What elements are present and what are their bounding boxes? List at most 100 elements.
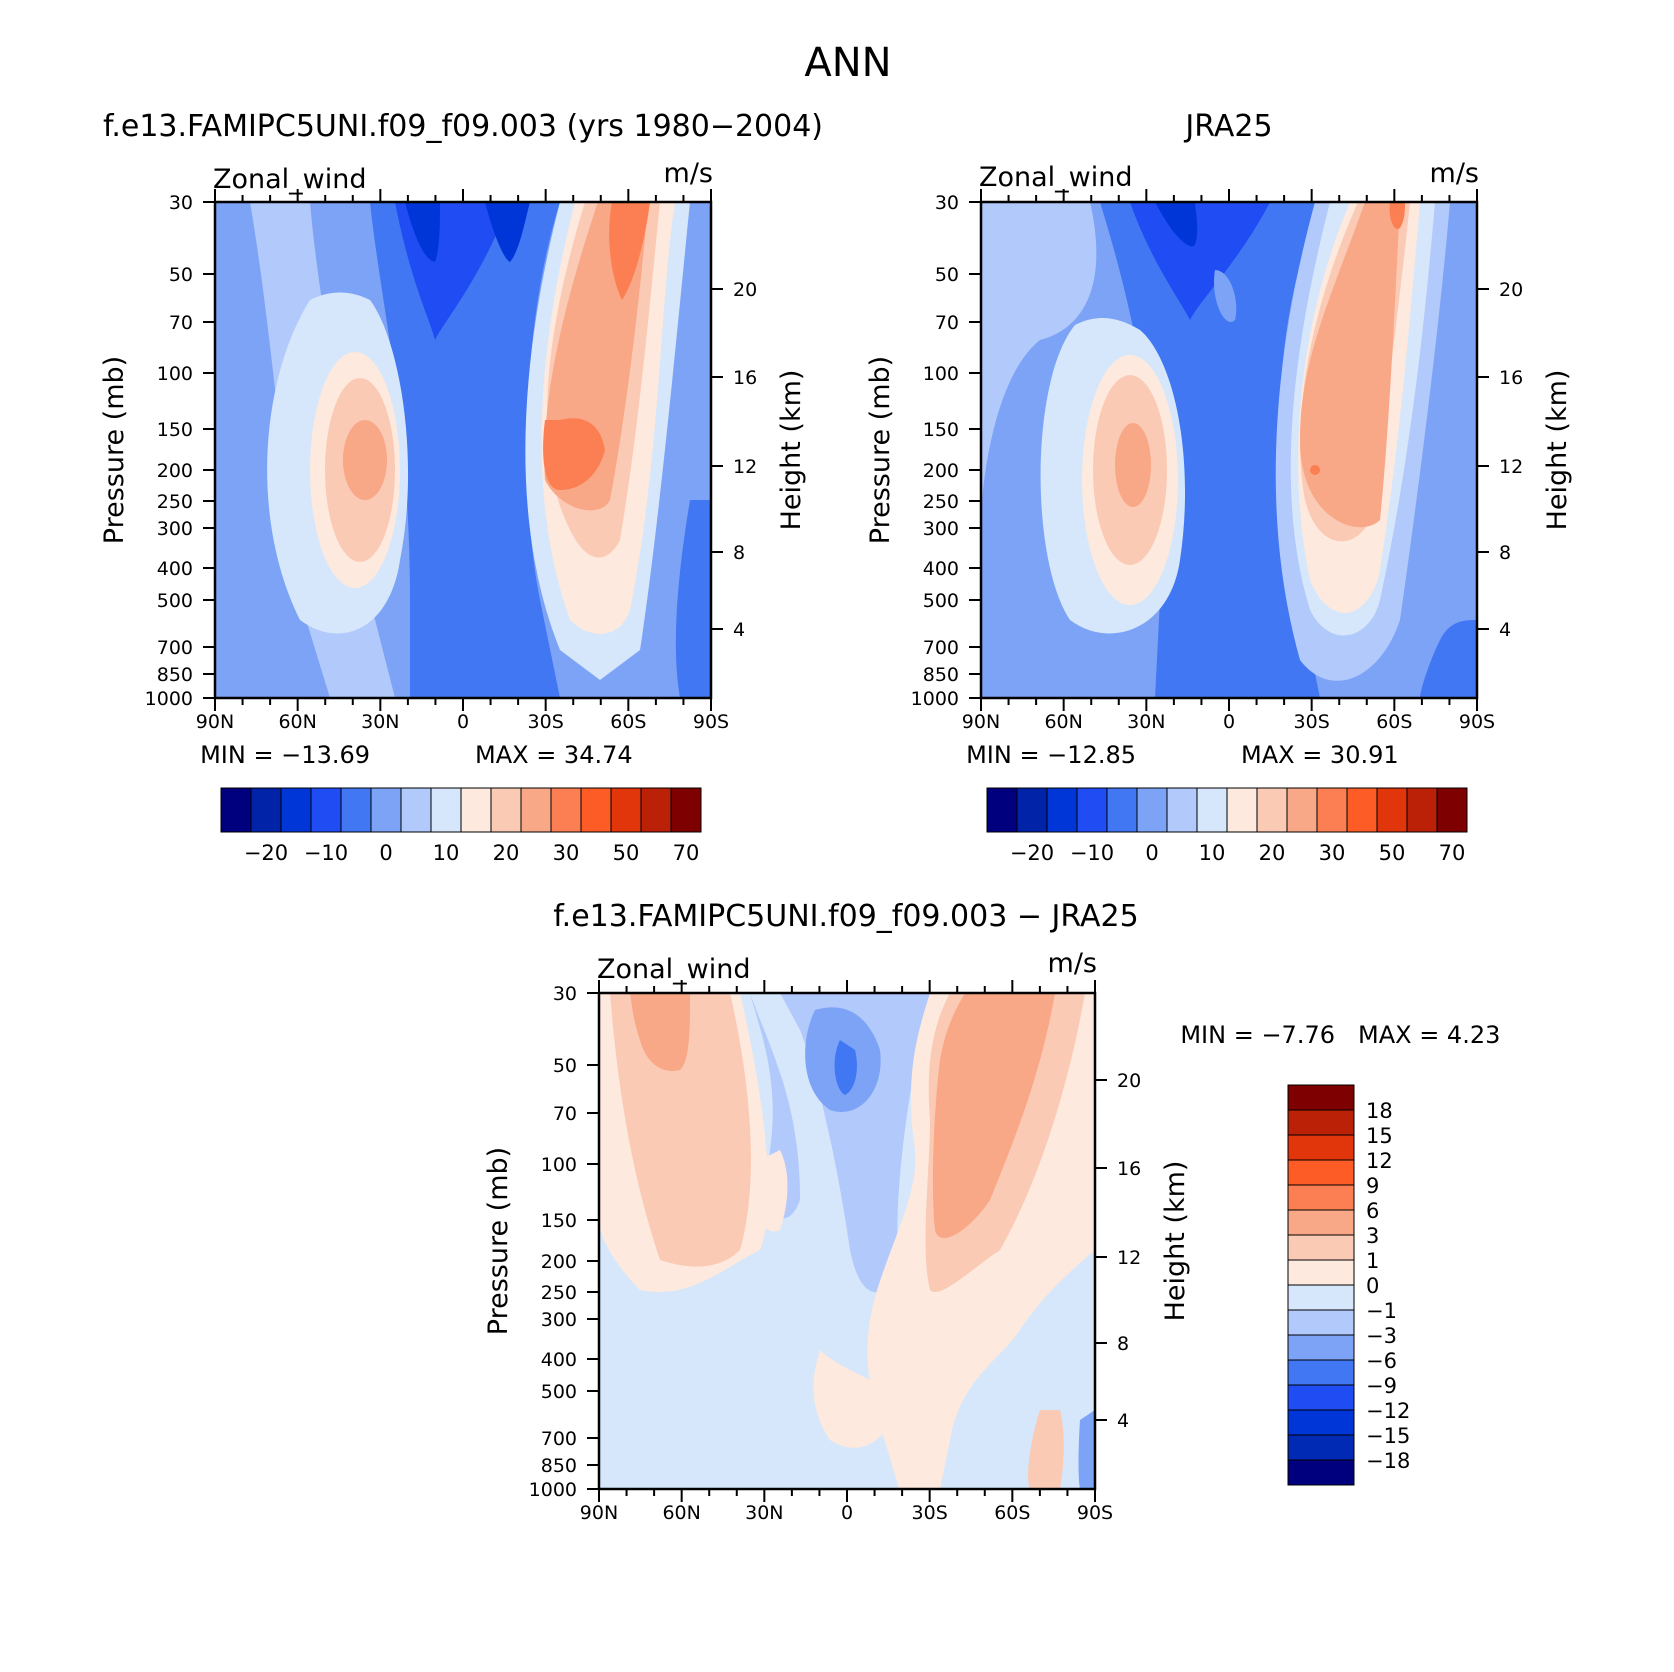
y-right-tick-label: 20 [1117,1070,1141,1092]
colorbar-box [1287,1234,1355,1261]
colorbar-tick-label: 50 [613,841,640,865]
colorbar: −20 −10 0 10 20 30 50 70 [220,787,702,865]
y-tick-label: 850 [157,664,193,686]
colorbar-box [1287,1259,1355,1286]
colorbar-tick-label: 0 [379,841,392,865]
colorbar-box [1136,787,1168,833]
x-tick-label: 60S [610,711,646,733]
y-tick-label: 250 [923,491,959,513]
x-tick-label: 90S [1459,711,1495,733]
colorbar-box [640,787,672,833]
colorbar-tick-label: −20 [244,841,288,865]
y-axis-label: Pressure (mb) [865,356,896,544]
colorbar-box [1196,787,1228,833]
y-tick-label: 700 [923,637,959,659]
colorbar-box [1287,1209,1355,1236]
colorbar-box [430,787,462,833]
colorbar-tick-label: −1 [1366,1299,1397,1323]
y-right-tick-label: 12 [733,456,757,478]
colorbar-box [1256,787,1288,833]
contour-field [599,993,1095,1489]
y-tick-label: 500 [157,590,193,612]
x-tick-label: 60N [1044,711,1082,733]
colorbar-box [1166,787,1198,833]
y-right-tick-label: 4 [1117,1410,1129,1432]
y-tick-label: 850 [923,664,959,686]
colorbar-box [1287,1334,1355,1361]
colorbar-box [520,787,552,833]
x-tick-label: 60S [994,1502,1030,1524]
colorbar-tick-label: 10 [433,841,460,865]
contour-field [215,202,711,698]
colorbar-tick-label: −12 [1366,1399,1410,1423]
y-tick-label: 700 [541,1428,577,1450]
variable-label: Zonal_wind [597,954,751,985]
y-tick-label: 50 [935,264,959,286]
colorbar-tick-label: 15 [1366,1124,1393,1148]
x-tick-label: 30N [745,1502,783,1524]
y-tick-label: 30 [169,192,193,214]
colorbar-box [1346,787,1378,833]
colorbar-box [490,787,522,833]
y-tick-label: 300 [157,518,193,540]
colorbar-tick-label: −9 [1366,1374,1397,1398]
x-tick-label: 30S [1294,711,1330,733]
panel-difference: f.e13.FAMIPC5UNI.f09_f09.003 − JRA25 Zon… [483,899,1500,1524]
max-label: MAX = 4.23 [1358,1021,1500,1049]
colorbar-tick-label: 30 [1319,841,1346,865]
y-right-tick-label: 16 [1117,1158,1141,1180]
colorbar-tick-label: 0 [1145,841,1158,865]
x-tick-label: 60N [662,1502,700,1524]
max-label: MAX = 34.74 [475,741,633,769]
y-tick-label: 200 [541,1251,577,1273]
contour-field [981,202,1477,698]
y-tick-label: 250 [541,1282,577,1304]
y-tick-label: 250 [157,491,193,513]
panel-obs: JRA25 Zonal_wind m/s 90N 60N 30N 0 30S 60S 90S… [865,109,1573,865]
x-tick-label: 60S [1376,711,1412,733]
colorbar-tick-label: −18 [1366,1449,1410,1473]
colorbar-tick-label: 30 [553,841,580,865]
variable-label: Zonal_wind [213,164,367,195]
panel-model: f.e13.FAMIPC5UNI.f09_f09.003 (yrs 1980−2… [99,109,823,865]
colorbar: −20 −10 0 10 20 30 50 70 [986,787,1468,865]
units-label: m/s [1048,948,1097,979]
y-axis-right-label: Height (km) [1160,1161,1191,1322]
colorbar-box [1316,787,1348,833]
colorbar-tick-label: −15 [1366,1424,1410,1448]
y-right-tick-label: 20 [1499,279,1523,301]
colorbar-box [1406,787,1438,833]
colorbar-tick-label: 18 [1366,1099,1393,1123]
colorbar-box [1287,1409,1355,1436]
y-right-tick-label: 16 [1499,367,1523,389]
x-tick-label: 90S [1077,1502,1113,1524]
colorbar-box [1076,787,1108,833]
x-tick-label: 90N [196,711,234,733]
y-tick-label: 400 [157,558,193,580]
colorbar-tick-label: 20 [493,841,520,865]
colorbar-tick-label: −10 [1070,841,1114,865]
y-tick-label: 50 [169,264,193,286]
y-axis-label: Pressure (mb) [483,1147,514,1335]
colorbar-box [1287,1384,1355,1411]
colorbar-box [1287,1109,1355,1136]
y-right-tick-label: 12 [1117,1247,1141,1269]
colorbar-box [310,787,342,833]
colorbar-tick-label: 9 [1366,1174,1379,1198]
y-tick-label: 500 [541,1381,577,1403]
y-tick-label: 200 [157,460,193,482]
y-tick-label: 400 [923,558,959,580]
y-tick-label: 30 [553,983,577,1005]
colorbar-box [280,787,312,833]
colorbar-box [1287,1359,1355,1386]
colorbar-box [370,787,402,833]
y-right-tick-label: 4 [1499,619,1511,641]
colorbar-box [340,787,372,833]
colorbar-box [1106,787,1138,833]
colorbar-box [1436,787,1468,833]
colorbar-box [1287,1459,1355,1486]
colorbar-tick-label: 1 [1366,1249,1379,1273]
panel-title: f.e13.FAMIPC5UNI.f09_f09.003 − JRA25 [553,899,1138,934]
y-right-tick-label: 12 [1499,456,1523,478]
